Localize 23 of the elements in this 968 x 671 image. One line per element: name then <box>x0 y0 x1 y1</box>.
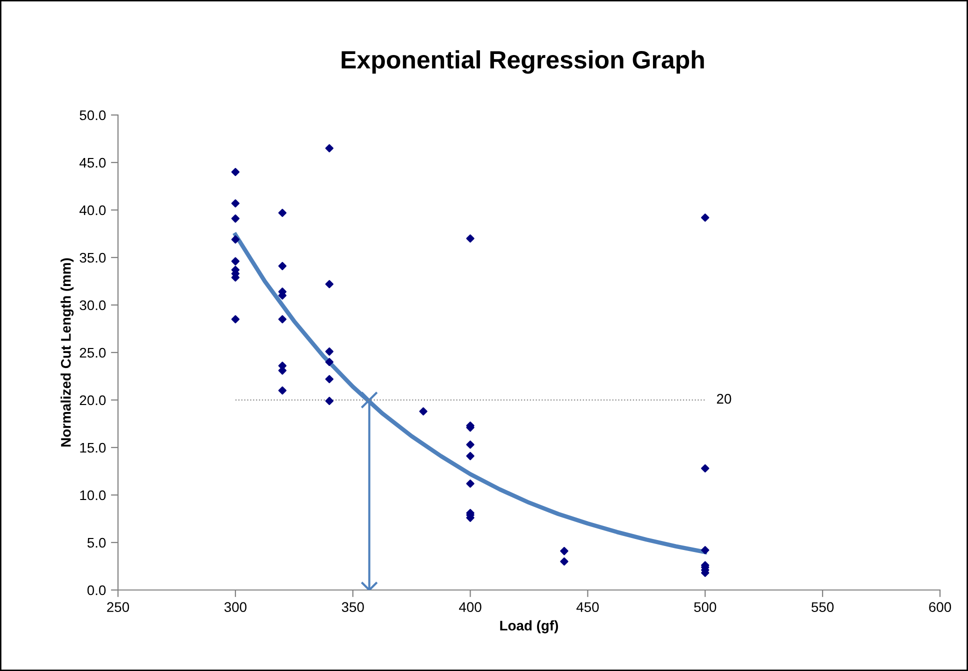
x-tick-label: 300 <box>224 602 246 612</box>
x-tick-label: 250 <box>107 602 130 612</box>
x-tick-label: 350 <box>342 602 364 612</box>
y-tick-label: 5.0 <box>87 538 106 548</box>
x-tick-label: 450 <box>576 602 599 612</box>
x-axis-title: Load (gf) <box>500 620 558 634</box>
y-tick-label: 20.0 <box>80 395 106 406</box>
y-tick-label: 35.0 <box>80 252 106 263</box>
x-tick-label: 550 <box>812 602 834 612</box>
y-tick-label: 10.0 <box>80 490 106 500</box>
annotation: 20 <box>716 394 732 404</box>
y-tick-label: 15.0 <box>80 442 106 453</box>
chart-title: Exponential Regression Graph <box>342 50 704 74</box>
y-tick-label: 30.0 <box>80 300 106 310</box>
y-tick-label: 45.0 <box>79 158 106 168</box>
y-tick-label: 50.0 <box>80 110 106 120</box>
y-tick-label: 25.0 <box>80 348 106 358</box>
x-tick-label: 500 <box>694 602 716 612</box>
x-tick-label: 600 <box>929 602 952 612</box>
y-tick-label: 0.0 <box>87 585 106 596</box>
y-axis-title: Normalized Cut Length (mm) <box>60 258 74 446</box>
x-tick-label: 400 <box>459 602 482 612</box>
y-tick-label: 40.0 <box>79 205 106 216</box>
